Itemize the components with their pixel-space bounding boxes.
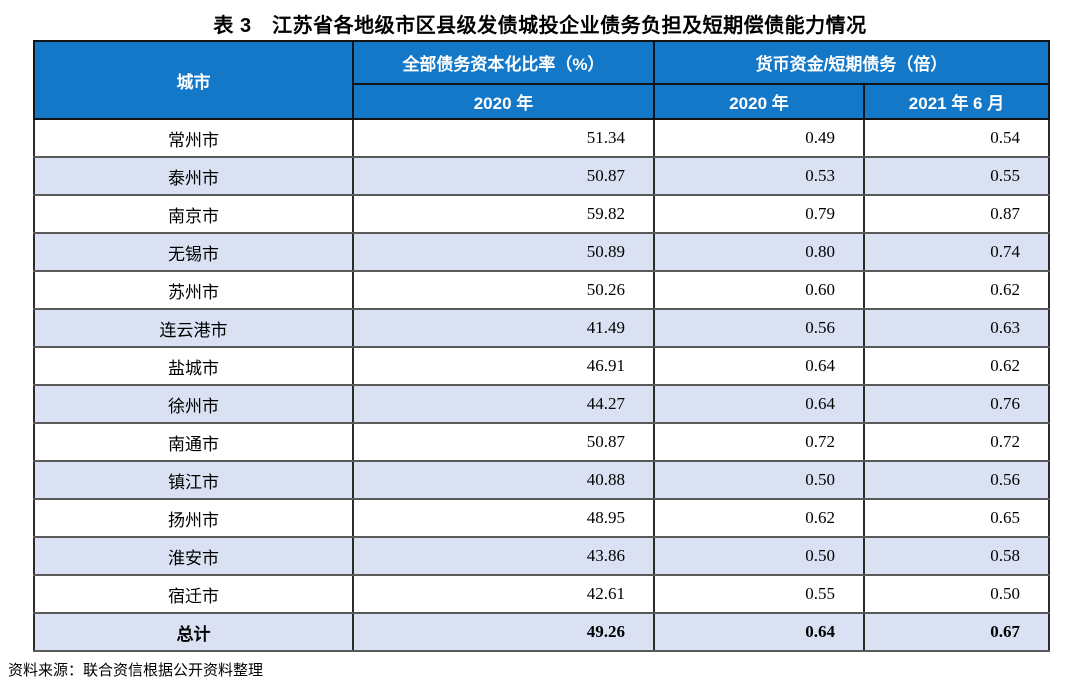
city-cell: 总计 <box>33 612 354 652</box>
ratio-2020-cell: 49.26 <box>352 612 655 652</box>
table-row: 常州市 51.34 0.49 0.54 <box>33 118 1051 158</box>
cash-202106-cell: 0.55 <box>862 156 1051 196</box>
cash-202106-cell: 0.76 <box>862 384 1051 424</box>
cash-202106-cell: 0.65 <box>862 498 1051 538</box>
city-cell: 南通市 <box>33 422 354 462</box>
cash-2020-cell: 0.72 <box>653 422 865 462</box>
debt-capacity-table: 城市 全部债务资本化比率（%） 货币资金/短期债务（倍） 2020 年 2020… <box>33 40 1051 652</box>
table-row: 无锡市 50.89 0.80 0.74 <box>33 232 1051 272</box>
cash-2020-cell: 0.62 <box>653 498 865 538</box>
city-cell: 徐州市 <box>33 384 354 424</box>
ratio-2020-cell: 42.61 <box>352 574 655 614</box>
ratio-2020-cell: 43.86 <box>352 536 655 576</box>
city-cell: 常州市 <box>33 118 354 158</box>
subheader-cash-2020: 2020 年 <box>653 83 865 120</box>
city-cell: 苏州市 <box>33 270 354 310</box>
cash-2020-cell: 0.60 <box>653 270 865 310</box>
city-cell: 连云港市 <box>33 308 354 348</box>
cash-202106-cell: 0.72 <box>862 422 1051 462</box>
cash-2020-cell: 0.79 <box>653 194 865 234</box>
subheader-cash-202106: 2021 年 6 月 <box>862 83 1051 120</box>
table-row: 南通市 50.87 0.72 0.72 <box>33 422 1051 462</box>
table-row: 南京市 59.82 0.79 0.87 <box>33 194 1051 234</box>
cash-2020-cell: 0.50 <box>653 536 865 576</box>
ratio-2020-cell: 46.91 <box>352 346 655 386</box>
table-row: 连云港市 41.49 0.56 0.63 <box>33 308 1051 348</box>
ratio-2020-cell: 50.26 <box>352 270 655 310</box>
city-cell: 盐城市 <box>33 346 354 386</box>
ratio-2020-cell: 50.87 <box>352 156 655 196</box>
table-row: 宿迁市 42.61 0.55 0.50 <box>33 574 1051 614</box>
table-title: 表 3 江苏省各地级市区县级发债城投企业债务负担及短期偿债能力情况 <box>213 15 867 37</box>
table-row: 镇江市 40.88 0.50 0.56 <box>33 460 1051 500</box>
header-group-cash: 货币资金/短期债务（倍） <box>652 40 1051 85</box>
cash-202106-cell: 0.74 <box>862 232 1051 272</box>
cash-2020-cell: 0.55 <box>653 574 865 614</box>
table-header: 城市 全部债务资本化比率（%） 货币资金/短期债务（倍） 2020 年 2020… <box>33 40 1051 120</box>
cash-2020-cell: 0.56 <box>653 308 865 348</box>
subheader-ratio-2020: 2020 年 <box>352 83 655 120</box>
header-group-ratio: 全部债务资本化比率（%） <box>352 40 655 85</box>
table-row: 盐城市 46.91 0.64 0.62 <box>33 346 1051 386</box>
header-city: 城市 <box>33 40 354 120</box>
table-row: 泰州市 50.87 0.53 0.55 <box>33 156 1051 196</box>
cash-2020-cell: 0.64 <box>653 346 865 386</box>
ratio-2020-cell: 50.89 <box>352 232 655 272</box>
ratio-2020-cell: 44.27 <box>352 384 655 424</box>
ratio-2020-cell: 59.82 <box>352 194 655 234</box>
ratio-2020-cell: 41.49 <box>352 308 655 348</box>
cash-2020-cell: 0.64 <box>653 612 865 652</box>
total-row: 总计 49.26 0.64 0.67 <box>33 612 1051 652</box>
ratio-2020-cell: 40.88 <box>352 460 655 500</box>
ratio-2020-cell: 50.87 <box>352 422 655 462</box>
table-row: 淮安市 43.86 0.50 0.58 <box>33 536 1051 576</box>
cash-202106-cell: 0.50 <box>862 574 1051 614</box>
ratio-2020-cell: 48.95 <box>352 498 655 538</box>
cash-202106-cell: 0.58 <box>862 536 1051 576</box>
cash-202106-cell: 0.63 <box>862 308 1051 348</box>
table-row: 扬州市 48.95 0.62 0.65 <box>33 498 1051 538</box>
cash-202106-cell: 0.67 <box>862 612 1051 652</box>
ratio-2020-cell: 51.34 <box>352 118 655 158</box>
source-note: 资料来源：联合资信根据公开资料整理 <box>8 663 264 679</box>
cash-202106-cell: 0.87 <box>862 194 1051 234</box>
header-row-groups: 城市 全部债务资本化比率（%） 货币资金/短期债务（倍） <box>33 40 1051 120</box>
cash-202106-cell: 0.62 <box>862 270 1051 310</box>
cash-202106-cell: 0.54 <box>862 118 1051 158</box>
city-cell: 泰州市 <box>33 156 354 196</box>
cash-2020-cell: 0.50 <box>653 460 865 500</box>
cash-2020-cell: 0.49 <box>653 118 865 158</box>
city-cell: 扬州市 <box>33 498 354 538</box>
cash-2020-cell: 0.64 <box>653 384 865 424</box>
table-row: 苏州市 50.26 0.60 0.62 <box>33 270 1051 310</box>
cash-202106-cell: 0.56 <box>862 460 1051 500</box>
cash-2020-cell: 0.53 <box>653 156 865 196</box>
header-row-periods: 2020 年 2020 年 2021 年 6 月 <box>34 83 1051 120</box>
table-row: 徐州市 44.27 0.64 0.76 <box>33 384 1051 424</box>
cash-2020-cell: 0.80 <box>653 232 865 272</box>
cash-202106-cell: 0.62 <box>862 346 1051 386</box>
city-cell: 南京市 <box>33 194 354 234</box>
city-cell: 宿迁市 <box>33 574 354 614</box>
city-cell: 淮安市 <box>33 536 354 576</box>
city-cell: 镇江市 <box>33 460 354 500</box>
table-body: 常州市 51.34 0.49 0.54 泰州市 50.87 0.53 0.55 南京市 59.82… <box>33 118 1051 652</box>
city-cell: 无锡市 <box>33 232 354 272</box>
